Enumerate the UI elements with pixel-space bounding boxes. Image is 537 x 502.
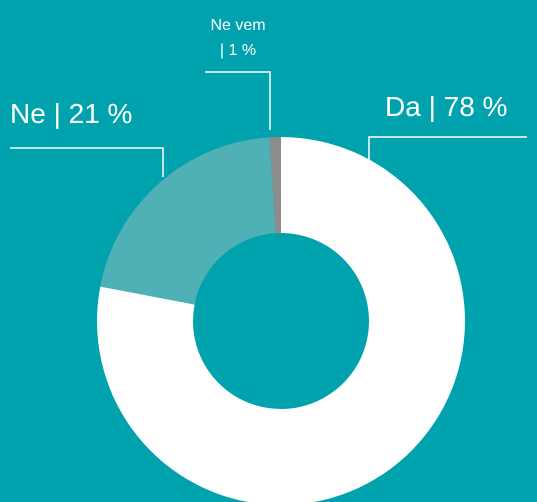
leader-line xyxy=(368,136,527,160)
leader-line xyxy=(205,71,271,130)
slice-label: Ne | 21 % xyxy=(10,98,133,129)
slices xyxy=(97,137,465,502)
donut-slice xyxy=(269,137,281,234)
leader-line xyxy=(10,147,164,177)
donut-slice xyxy=(100,137,276,305)
slice-label: Ne vem | 1 % xyxy=(210,17,266,59)
donut-slice xyxy=(97,137,465,502)
slice-label: Da | 78 % xyxy=(385,91,508,122)
